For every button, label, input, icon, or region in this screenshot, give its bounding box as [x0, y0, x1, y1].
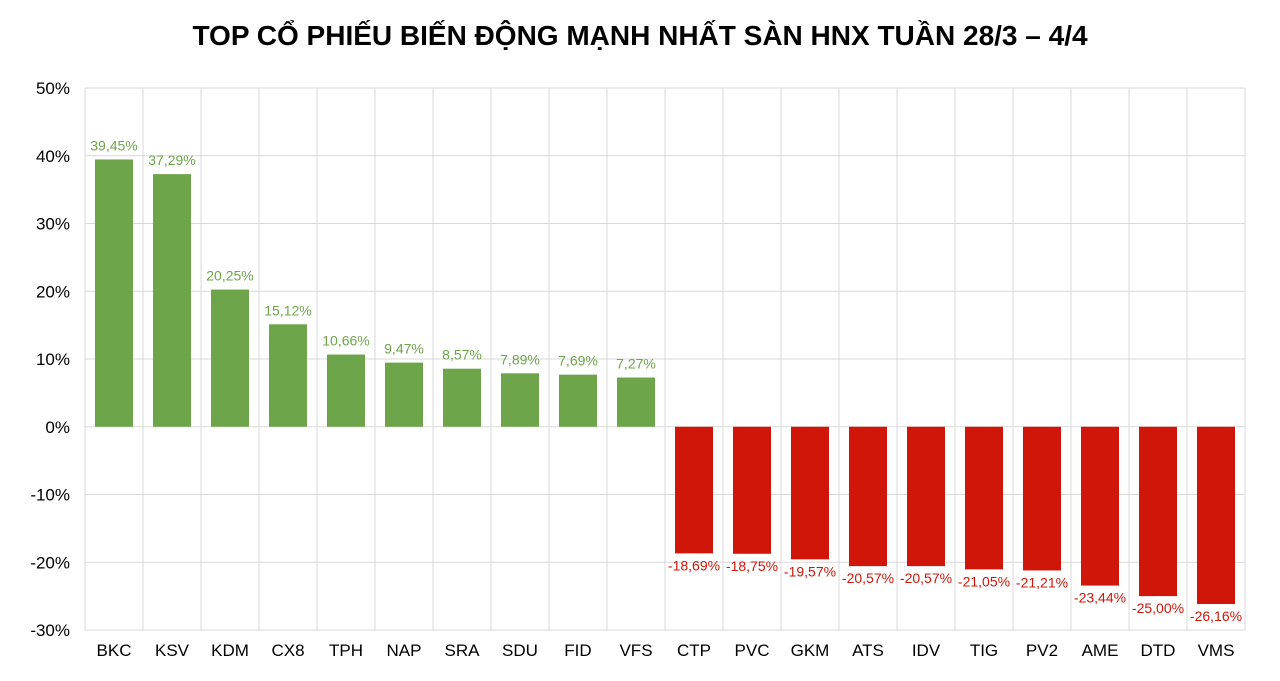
- data-label: 20,25%: [206, 268, 253, 284]
- y-tick-label: 50%: [36, 79, 70, 98]
- bar-vms: [1197, 426, 1235, 604]
- x-tick-label: AME: [1082, 641, 1119, 660]
- data-label: 39,45%: [90, 137, 137, 153]
- data-label: -26,16%: [1190, 608, 1242, 624]
- x-tick-label: FID: [564, 641, 591, 660]
- x-tick-label: IDV: [912, 641, 941, 660]
- bar-ats: [849, 426, 887, 567]
- bar-tig: [965, 426, 1003, 570]
- x-axis-labels: BKC KSV KDM CX8 TPH NAP SRA SDU FID VFS CTP PVC GKM A…: [97, 641, 1235, 660]
- data-label: -25,00%: [1132, 600, 1184, 616]
- x-tick-label: PV2: [1026, 641, 1058, 660]
- x-tick-label: CX8: [271, 641, 304, 660]
- bar-idv: [907, 426, 945, 567]
- data-label: 9,47%: [384, 341, 424, 357]
- data-label: 10,66%: [322, 333, 369, 349]
- bar-vfs: [617, 377, 655, 427]
- x-tick-label: ATS: [852, 641, 884, 660]
- data-label: 7,89%: [500, 351, 540, 367]
- chart-title: TOP CỔ PHIẾU BIẾN ĐỘNG MẠNH NHẤT SÀN HNX…: [192, 20, 1088, 51]
- bar-sra: [443, 368, 481, 427]
- data-label: -21,21%: [1016, 574, 1068, 590]
- x-tick-label: GKM: [791, 641, 830, 660]
- bar-sdu: [501, 373, 539, 427]
- bars: [95, 159, 1235, 604]
- bar-bkc: [95, 159, 133, 427]
- data-label: 15,12%: [264, 302, 311, 318]
- bar-ksv: [153, 174, 191, 427]
- x-tick-label: TIG: [970, 641, 998, 660]
- x-tick-label: KSV: [155, 641, 190, 660]
- y-tick-label: -20%: [30, 553, 70, 572]
- x-tick-label: TPH: [329, 641, 363, 660]
- data-label: -18,75%: [726, 558, 778, 574]
- data-label: -20,57%: [842, 570, 894, 586]
- data-label: 7,27%: [616, 355, 656, 371]
- bar-cx8: [269, 324, 307, 427]
- y-tick-label: -10%: [30, 486, 70, 505]
- bar-pv2: [1023, 426, 1061, 571]
- y-tick-label: 30%: [36, 215, 70, 234]
- bar-gkm: [791, 426, 829, 560]
- x-tick-label: SRA: [445, 641, 481, 660]
- y-tick-label: 10%: [36, 350, 70, 369]
- y-tick-label: -30%: [30, 621, 70, 640]
- x-tick-label: VMS: [1198, 641, 1235, 660]
- x-tick-label: PVC: [735, 641, 770, 660]
- x-tick-label: DTD: [1141, 641, 1176, 660]
- bar-fid: [559, 374, 597, 427]
- data-label: -23,44%: [1074, 590, 1126, 606]
- y-tick-label: 0%: [45, 418, 70, 437]
- bar-kdm: [211, 289, 249, 427]
- y-tick-label: 40%: [36, 147, 70, 166]
- x-tick-label: KDM: [211, 641, 249, 660]
- data-label: 7,69%: [558, 353, 598, 369]
- data-label: -19,57%: [784, 563, 836, 579]
- y-axis-ticks: 50% 40% 30% 20% 10% 0% -10% -20% -30%: [30, 79, 70, 640]
- data-label: -18,69%: [668, 557, 720, 573]
- grid-lines: [84, 87, 1246, 631]
- bar-pvc: [733, 426, 771, 554]
- x-tick-label: SDU: [502, 641, 538, 660]
- data-label: -20,57%: [900, 570, 952, 586]
- data-labels: 39,45% 37,29% 20,25% 15,12% 10,66% 9,47% 8,57%…: [90, 137, 1242, 624]
- bar-nap: [385, 362, 423, 427]
- x-tick-label: BKC: [97, 641, 132, 660]
- bar-ame: [1081, 426, 1119, 586]
- x-tick-label: VFS: [619, 641, 652, 660]
- data-label: -21,05%: [958, 573, 1010, 589]
- bar-ctp: [675, 426, 713, 554]
- bar-tph: [327, 354, 365, 427]
- data-label: 37,29%: [148, 152, 195, 168]
- x-tick-label: NAP: [387, 641, 422, 660]
- x-tick-label: CTP: [677, 641, 711, 660]
- data-label: 8,57%: [442, 347, 482, 363]
- bar-dtd: [1139, 426, 1177, 597]
- y-tick-label: 20%: [36, 282, 70, 301]
